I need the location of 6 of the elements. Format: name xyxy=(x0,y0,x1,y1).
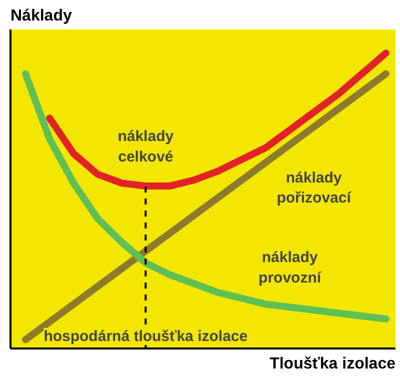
annotation: hospodárná tloušťka izolace xyxy=(44,328,248,345)
x-axis-title: Tloušťka izolace xyxy=(270,356,396,372)
series-label: náklady provozní xyxy=(258,249,322,286)
y-axis-title: Náklady xyxy=(10,8,72,24)
series-label: náklady pořizovací xyxy=(276,169,352,207)
series-label: náklady celkové xyxy=(118,128,174,166)
